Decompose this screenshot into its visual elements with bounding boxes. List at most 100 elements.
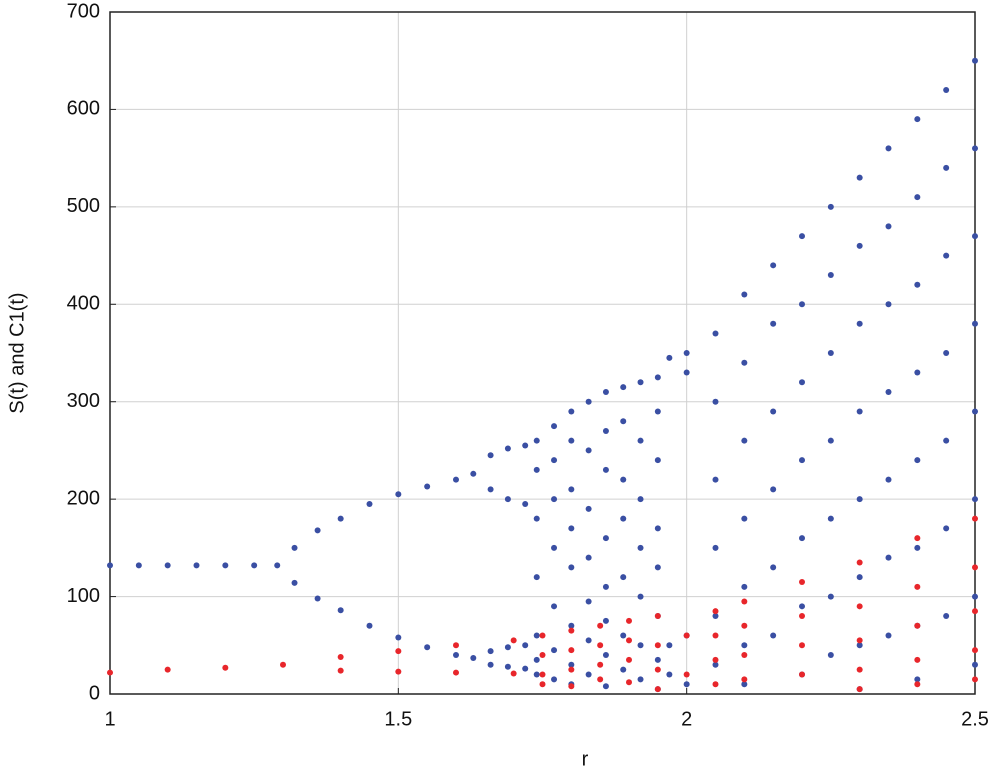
scatter-point	[666, 642, 673, 649]
scatter-point	[770, 632, 777, 639]
scatter-point	[799, 535, 805, 542]
scatter-point	[251, 562, 258, 569]
scatter-point	[510, 637, 517, 644]
scatter-point	[943, 164, 950, 171]
y-tick-label: 300	[67, 390, 100, 412]
scatter-point	[741, 437, 748, 444]
scatter-point	[291, 579, 298, 586]
scatter-point	[539, 632, 546, 639]
scatter-point	[222, 562, 229, 569]
scatter-point	[654, 686, 661, 693]
scatter-point	[337, 667, 344, 674]
scatter-point	[453, 652, 459, 659]
scatter-point	[741, 583, 748, 590]
scatter-point	[914, 622, 921, 629]
scatter-point	[770, 564, 777, 571]
scatter-point	[799, 301, 805, 308]
scatter-point	[741, 359, 748, 366]
scatter-point	[712, 661, 719, 668]
scatter-point	[914, 369, 921, 376]
scatter-point	[107, 562, 113, 569]
scatter-point	[972, 593, 978, 600]
y-tick-label: 700	[67, 0, 100, 22]
scatter-point	[972, 233, 978, 240]
scatter-point	[539, 681, 546, 688]
scatter-point	[666, 671, 673, 678]
scatter-point	[453, 642, 459, 649]
scatter-point	[533, 466, 540, 473]
scatter-point	[510, 670, 517, 677]
scatter-point	[626, 637, 632, 644]
scatter-point	[568, 408, 575, 415]
scatter-point	[533, 574, 540, 581]
scatter-point	[366, 501, 373, 508]
x-tick-label: 1	[104, 708, 115, 730]
scatter-point	[164, 666, 171, 673]
scatter-point	[602, 617, 609, 624]
scatter-point	[972, 496, 978, 503]
scatter-point	[683, 632, 690, 639]
scatter-point	[602, 652, 609, 659]
scatter-point	[943, 525, 950, 532]
scatter-point	[972, 57, 978, 64]
scatter-point	[626, 679, 632, 686]
scatter-point	[504, 496, 511, 503]
y-tick-label: 400	[67, 293, 100, 315]
x-tick-label: 1.5	[384, 708, 412, 730]
scatter-point	[741, 652, 748, 659]
scatter-point	[741, 622, 748, 629]
scatter-point	[885, 476, 892, 483]
scatter-point	[856, 637, 863, 644]
scatter-point	[943, 252, 950, 259]
scatter-point	[856, 408, 863, 415]
scatter-point	[424, 483, 431, 490]
scatter-point	[637, 496, 644, 503]
scatter-point	[568, 627, 575, 634]
scatter-point	[395, 668, 402, 675]
scatter-point	[856, 666, 863, 673]
scatter-point	[602, 535, 609, 542]
scatter-point	[487, 648, 494, 655]
scatter-point	[683, 350, 690, 356]
scatter-point	[568, 486, 575, 493]
scatter-point	[337, 515, 344, 522]
scatter-point	[799, 603, 805, 610]
scatter-point	[799, 578, 805, 585]
scatter-point	[770, 320, 777, 327]
scatter-point	[533, 656, 540, 663]
scatter-point	[366, 622, 373, 629]
scatter-point	[885, 388, 892, 395]
scatter-point	[972, 647, 978, 654]
scatter-point	[914, 656, 921, 663]
scatter-point	[193, 562, 200, 569]
scatter-point	[568, 525, 575, 532]
scatter-point	[568, 661, 575, 668]
scatter-point	[683, 681, 690, 688]
scatter-point	[654, 666, 661, 673]
scatter-point	[453, 476, 459, 483]
scatter-point	[522, 442, 529, 449]
scatter-point	[827, 203, 834, 210]
scatter-point	[637, 676, 644, 683]
scatter-point	[522, 665, 529, 672]
scatter-point	[487, 452, 494, 459]
scatter-point	[654, 564, 661, 571]
scatter-point	[470, 654, 477, 661]
scatter-point	[943, 350, 950, 356]
scatter-point	[741, 291, 748, 298]
scatter-point	[666, 354, 673, 361]
scatter-point	[504, 445, 511, 452]
scatter-point	[585, 505, 592, 512]
scatter-point	[827, 652, 834, 659]
scatter-point	[533, 671, 540, 678]
scatter-point	[585, 598, 592, 605]
scatter-point	[770, 486, 777, 493]
scatter-point	[914, 535, 921, 542]
scatter-point	[972, 564, 978, 571]
scatter-point	[943, 437, 950, 444]
scatter-point	[712, 656, 719, 663]
scatter-point	[585, 447, 592, 454]
scatter-point	[620, 515, 627, 522]
scatter-point	[885, 145, 892, 152]
scatter-point	[626, 617, 632, 624]
